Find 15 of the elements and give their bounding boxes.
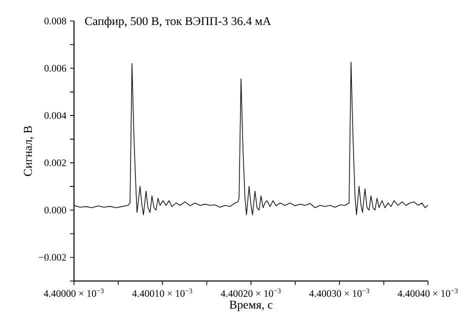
line-series	[74, 62, 428, 216]
y-tick-label: −0.002	[38, 254, 66, 261]
y-tick-label: 0.008	[44, 18, 66, 24]
x-tick-label: 4.40020 × 10$^{−3}$	[220, 288, 281, 297]
y-tick-label: 0.004	[44, 112, 66, 119]
chart-title: Сапфир, 500 В, ток ВЭПП-3 36.4 мА	[85, 16, 272, 28]
x-axis-title: Время, с	[230, 300, 272, 312]
y-tick-label: 0.000	[44, 206, 66, 214]
x-tick-label: 4.40040 × 10$^{−3}$	[398, 288, 458, 297]
x-tick-label: 4.40030 × 10$^{−3}$	[309, 288, 370, 297]
y-axis-title: Сигнал, В	[24, 126, 34, 176]
x-tick-label: 4.40010 × 10$^{−3}$	[132, 288, 192, 297]
y-tick-label: 0.006	[44, 64, 66, 72]
y-tick-label: 0.002	[44, 159, 66, 166]
x-tick-label: 4.40000 × 10$^{−3}$	[44, 288, 104, 297]
